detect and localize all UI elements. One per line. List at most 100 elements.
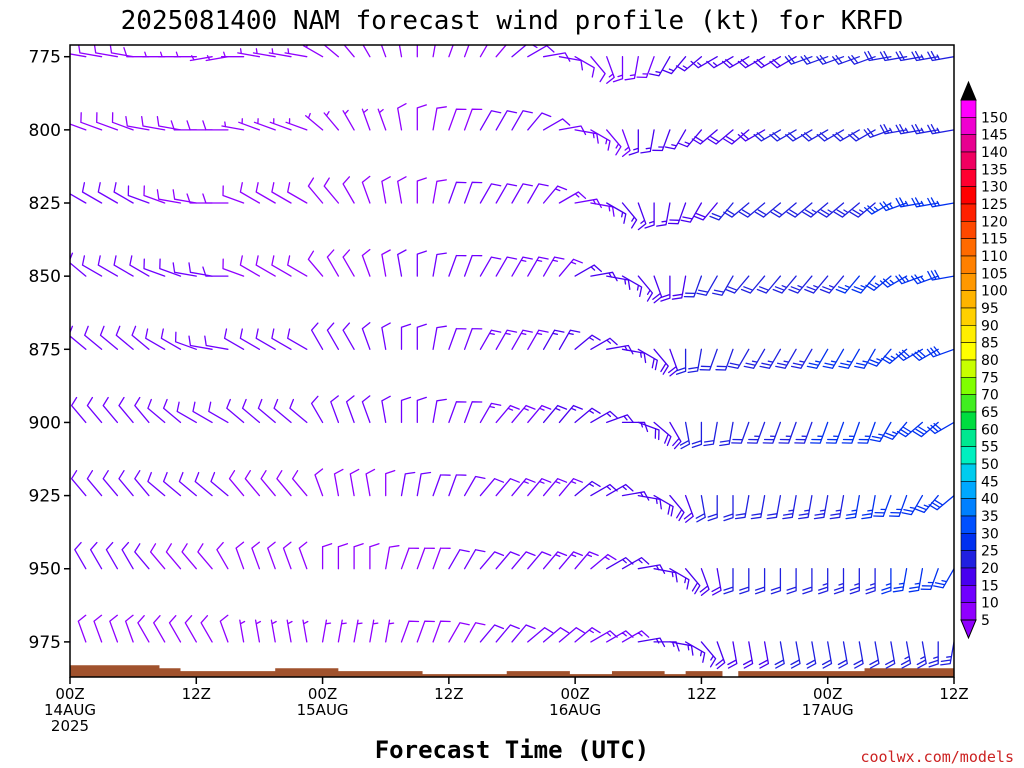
wind-barb xyxy=(558,56,584,71)
wind-barb xyxy=(637,421,660,441)
wind-barb xyxy=(669,641,694,656)
wind-barb xyxy=(896,421,924,438)
wind-barb xyxy=(723,494,734,522)
wind-barb xyxy=(221,121,245,131)
wind-barb xyxy=(715,348,734,371)
wind-barb xyxy=(829,494,845,520)
colorbar-label: 25 xyxy=(981,544,999,560)
wind-barb xyxy=(664,129,687,150)
wind-barb xyxy=(774,641,785,669)
wind-barb xyxy=(766,494,782,520)
wind-barb xyxy=(621,348,647,364)
wind-barb xyxy=(381,395,391,424)
wind-barb xyxy=(307,250,324,277)
colorbar-label: 115 xyxy=(981,232,1008,248)
colorbar-label: 110 xyxy=(981,249,1008,265)
wind-barb xyxy=(178,471,197,497)
colorbar-segment xyxy=(960,151,977,170)
wind-barb xyxy=(719,421,734,447)
wind-barb xyxy=(102,396,119,424)
wind-barb xyxy=(754,568,766,595)
wind-barb xyxy=(448,327,467,350)
y-tick-label: 800 xyxy=(29,121,61,141)
wind-barb xyxy=(495,478,520,497)
wind-barb xyxy=(542,478,568,497)
wind-barb xyxy=(926,346,954,358)
wind-barb xyxy=(838,348,860,369)
wind-barb xyxy=(124,614,134,643)
wind-barb xyxy=(667,202,687,225)
wind-barb xyxy=(770,202,797,218)
wind-barb xyxy=(590,202,615,217)
colorbar-segment xyxy=(960,203,977,222)
wind-barb xyxy=(636,56,655,79)
wind-barb xyxy=(881,568,892,595)
wind-barb xyxy=(397,176,407,204)
wind-barb xyxy=(798,494,813,520)
wind-barb xyxy=(669,568,690,590)
wind-barb xyxy=(813,494,829,520)
wind-barb xyxy=(113,255,134,277)
wind-barb xyxy=(385,619,395,643)
wind-barb xyxy=(285,118,308,131)
wind-barb xyxy=(291,470,308,497)
wind-barb xyxy=(314,468,324,497)
colorbar-label: 85 xyxy=(981,336,999,352)
wind-barb xyxy=(86,470,103,497)
wind-barb xyxy=(696,275,718,296)
colorbar-label: 20 xyxy=(981,561,999,577)
wind-barb xyxy=(416,471,432,497)
colorbar-segment xyxy=(960,307,977,326)
wind-barb xyxy=(342,249,355,277)
wind-barb xyxy=(854,348,876,369)
wind-barb xyxy=(637,348,658,371)
colorbar-label: 95 xyxy=(981,301,999,317)
wind-barbs-group xyxy=(70,45,954,670)
wind-barb xyxy=(511,256,533,277)
wind-barb xyxy=(400,471,416,497)
colorbar-label: 80 xyxy=(981,353,999,369)
wind-barb xyxy=(606,414,634,424)
wind-barb xyxy=(463,622,486,643)
wind-barb xyxy=(511,551,536,570)
wind-barb xyxy=(712,275,734,296)
wind-barb xyxy=(432,398,447,424)
wind-barb xyxy=(432,45,436,58)
wind-barb xyxy=(253,118,276,131)
wind-barb xyxy=(869,641,880,669)
wind-barb xyxy=(342,322,355,350)
wind-barb xyxy=(742,641,754,669)
colorbar-segment xyxy=(960,515,977,534)
wind-barb xyxy=(700,641,717,668)
colorbar-label: 120 xyxy=(981,214,1008,230)
x-tick-label: 00Z xyxy=(55,685,84,703)
colorbar-legend: 1501451401351301251201151101051009590858… xyxy=(960,80,1008,640)
wind-barb xyxy=(527,404,552,424)
wind-barb xyxy=(790,348,813,369)
wind-barb xyxy=(385,545,400,570)
wind-barb xyxy=(287,182,308,204)
colorbar-segment xyxy=(960,550,977,569)
x-tick-label: 00Z xyxy=(308,685,337,703)
wind-barb xyxy=(879,201,908,212)
wind-barb xyxy=(172,262,197,277)
y-tick-label: 850 xyxy=(29,267,61,287)
wind-barb xyxy=(479,183,502,204)
wind-barb xyxy=(800,54,829,65)
colorbar-segment xyxy=(960,117,977,135)
wind-barb xyxy=(495,329,518,350)
wind-barb xyxy=(448,401,467,424)
wind-barb xyxy=(369,619,379,643)
wind-barb xyxy=(940,641,954,666)
wind-barb xyxy=(738,202,766,218)
wind-barb xyxy=(416,104,427,131)
wind-barb xyxy=(97,182,119,204)
wind-barb xyxy=(817,202,845,218)
wind-barb xyxy=(693,202,718,221)
x-tick-label: 2025 xyxy=(51,717,89,735)
wind-barb xyxy=(269,118,292,131)
wind-barb xyxy=(330,395,340,424)
ground-terrain xyxy=(70,665,954,677)
wind-barb xyxy=(911,50,939,62)
